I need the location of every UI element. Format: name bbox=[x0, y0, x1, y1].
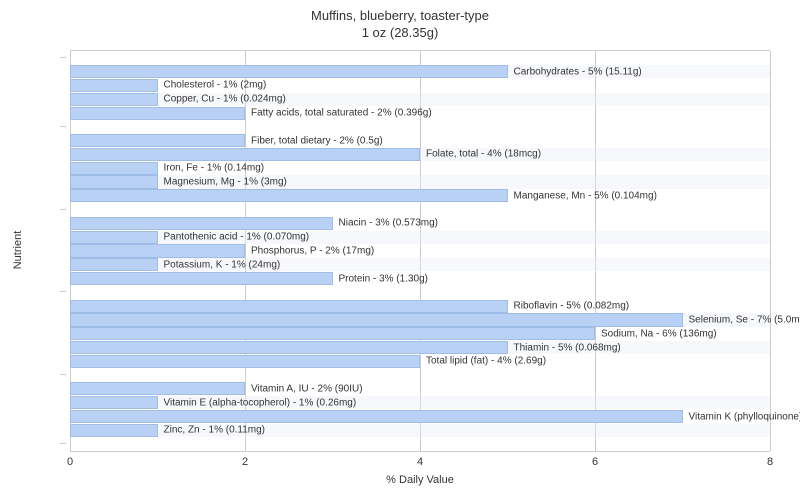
bar-label: Fatty acids, total saturated - 2% (0.396… bbox=[251, 108, 432, 119]
bar bbox=[70, 300, 508, 313]
bar-row: Fatty acids, total saturated - 2% (0.396… bbox=[70, 107, 770, 120]
y-axis-title: Nutrient bbox=[12, 231, 24, 270]
bar bbox=[70, 327, 595, 340]
bar-row: Vitamin K (phylloquinone) - 7% (5.5mcg) bbox=[70, 410, 770, 423]
bar-label: Magnesium, Mg - 1% (3mg) bbox=[164, 177, 287, 188]
bar-label: Carbohydrates - 5% (15.11g) bbox=[514, 66, 642, 77]
bar bbox=[70, 424, 158, 437]
plot-area: Carbohydrates - 5% (15.11g) Cholesterol -… bbox=[70, 50, 770, 452]
bar-row: Pantothenic acid - 1% (0.070mg) bbox=[70, 231, 770, 244]
bar bbox=[70, 162, 158, 175]
bar bbox=[70, 217, 333, 230]
bar-label: Cholesterol - 1% (2mg) bbox=[164, 80, 267, 91]
x-axis: % Daily Value 02468 bbox=[70, 450, 770, 480]
bar-row: Selenium, Se - 7% (5.0mcg) bbox=[70, 313, 770, 326]
bar-label: Vitamin E (alpha-tocopherol) - 1% (0.26m… bbox=[164, 397, 357, 408]
bar-label: Fiber, total dietary - 2% (0.5g) bbox=[251, 135, 383, 146]
bar-label: Copper, Cu - 1% (0.024mg) bbox=[164, 94, 286, 105]
bar-row: Niacin - 3% (0.573mg) bbox=[70, 217, 770, 230]
chart-container: Muffins, blueberry, toaster-type 1 oz (2… bbox=[0, 0, 800, 500]
bar bbox=[70, 382, 245, 395]
bar-row: Cholesterol - 1% (2mg) bbox=[70, 79, 770, 92]
bar-row: Manganese, Mn - 5% (0.104mg) bbox=[70, 189, 770, 202]
bar-row: Vitamin A, IU - 2% (90IU) bbox=[70, 382, 770, 395]
bar-label: Zinc, Zn - 1% (0.11mg) bbox=[164, 425, 266, 436]
x-tick-label: 6 bbox=[592, 456, 598, 468]
bar-label: Vitamin A, IU - 2% (90IU) bbox=[251, 383, 363, 394]
gridline bbox=[770, 51, 771, 451]
chart-title: Muffins, blueberry, toaster-type 1 oz (2… bbox=[0, 8, 800, 42]
bar-row: Copper, Cu - 1% (0.024mg) bbox=[70, 93, 770, 106]
x-axis-title: % Daily Value bbox=[386, 474, 454, 486]
bar bbox=[70, 93, 158, 106]
bar bbox=[70, 258, 158, 271]
bar-label: Manganese, Mn - 5% (0.104mg) bbox=[514, 190, 657, 201]
bar-label: Vitamin K (phylloquinone) - 7% (5.5mcg) bbox=[689, 411, 800, 422]
bar bbox=[70, 175, 158, 188]
bar-label: Folate, total - 4% (18mcg) bbox=[426, 149, 541, 160]
bar bbox=[70, 244, 245, 257]
bar bbox=[70, 396, 158, 409]
bar bbox=[70, 134, 245, 147]
bar-row: Riboflavin - 5% (0.082mg) bbox=[70, 300, 770, 313]
bar-row: Magnesium, Mg - 1% (3mg) bbox=[70, 175, 770, 188]
bar-row: Vitamin E (alpha-tocopherol) - 1% (0.26m… bbox=[70, 396, 770, 409]
bar-label: Protein - 3% (1.30g) bbox=[339, 273, 429, 284]
bar-row: Protein - 3% (1.30g) bbox=[70, 272, 770, 285]
bar-row: Iron, Fe - 1% (0.14mg) bbox=[70, 162, 770, 175]
title-line2: 1 oz (28.35g) bbox=[362, 25, 439, 40]
bar bbox=[70, 65, 508, 78]
bar-row: Carbohydrates - 5% (15.11g) bbox=[70, 65, 770, 78]
bar bbox=[70, 148, 420, 161]
bar bbox=[70, 410, 683, 423]
bar-row: Thiamin - 5% (0.068mg) bbox=[70, 341, 770, 354]
bar bbox=[70, 272, 333, 285]
bar-row: Zinc, Zn - 1% (0.11mg) bbox=[70, 424, 770, 437]
title-line1: Muffins, blueberry, toaster-type bbox=[311, 8, 489, 23]
bar-label: Sodium, Na - 6% (136mg) bbox=[601, 328, 717, 339]
bar bbox=[70, 231, 158, 244]
bar-row: Phosphorus, P - 2% (17mg) bbox=[70, 244, 770, 257]
bar-label: Thiamin - 5% (0.068mg) bbox=[514, 342, 621, 353]
x-tick-label: 4 bbox=[417, 456, 423, 468]
bar-row: Total lipid (fat) - 4% (2.69g) bbox=[70, 355, 770, 368]
bar-label: Phosphorus, P - 2% (17mg) bbox=[251, 245, 374, 256]
bar-row: Folate, total - 4% (18mcg) bbox=[70, 148, 770, 161]
x-tick-label: 8 bbox=[767, 456, 773, 468]
bar bbox=[70, 107, 245, 120]
bar-label: Niacin - 3% (0.573mg) bbox=[339, 218, 438, 229]
bar-label: Pantothenic acid - 1% (0.070mg) bbox=[164, 232, 310, 243]
bar bbox=[70, 313, 683, 326]
bar bbox=[70, 79, 158, 92]
bar-label: Riboflavin - 5% (0.082mg) bbox=[514, 301, 630, 312]
bar-label: Iron, Fe - 1% (0.14mg) bbox=[164, 163, 265, 174]
bar-row: Fiber, total dietary - 2% (0.5g) bbox=[70, 134, 770, 147]
bar bbox=[70, 189, 508, 202]
x-tick-label: 2 bbox=[242, 456, 248, 468]
bar-row: Sodium, Na - 6% (136mg) bbox=[70, 327, 770, 340]
x-tick-label: 0 bbox=[67, 456, 73, 468]
bar-label: Total lipid (fat) - 4% (2.69g) bbox=[426, 356, 546, 367]
bar-row: Potassium, K - 1% (24mg) bbox=[70, 258, 770, 271]
bar-label: Selenium, Se - 7% (5.0mcg) bbox=[689, 314, 800, 325]
bar bbox=[70, 341, 508, 354]
bar-label: Potassium, K - 1% (24mg) bbox=[164, 259, 281, 270]
bar bbox=[70, 355, 420, 368]
